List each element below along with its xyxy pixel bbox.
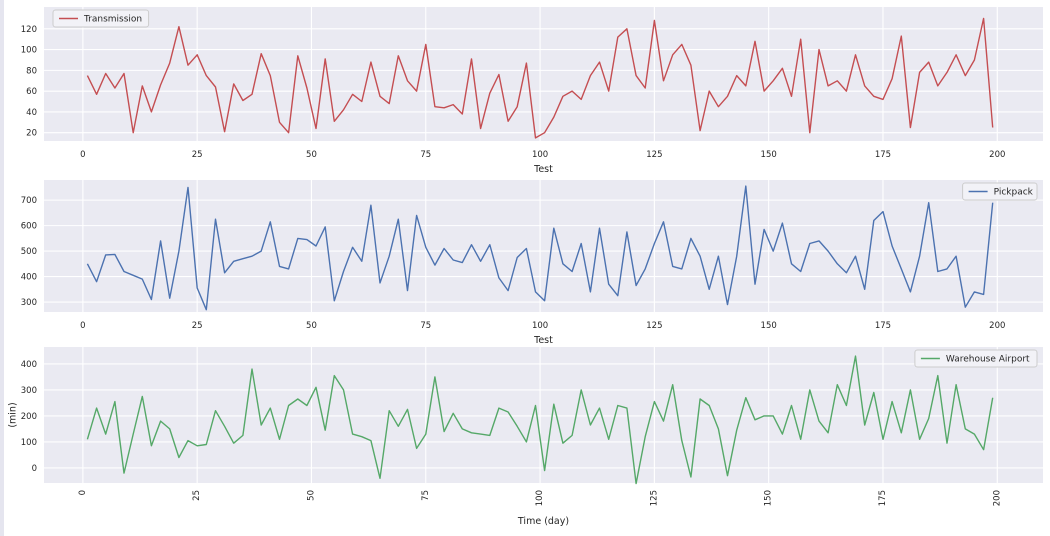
x-tick-label: 100: [535, 490, 545, 506]
x-tick-label: 100: [532, 321, 548, 331]
x-tick-label: 50: [306, 321, 317, 331]
x-tick-label: 25: [192, 150, 203, 160]
transmission-line: [86, 17, 994, 139]
y-tick-label: 300: [21, 298, 37, 308]
x-axis-label: Test: [533, 335, 553, 346]
legend-box: [914, 349, 1038, 368]
legend-pickpack: Pickpack: [962, 182, 1038, 201]
x-tick-label: 75: [421, 490, 431, 501]
x-axis-label: Time (day): [517, 516, 569, 527]
legend-label: Pickpack: [994, 188, 1034, 198]
y-tick-label: 400: [21, 360, 37, 370]
x-tick-label: 200: [989, 321, 1005, 331]
legend-warehouse-airport: Warehouse Airport: [914, 349, 1038, 368]
x-tick-label: 175: [878, 490, 888, 506]
x-tick-label: 175: [875, 321, 891, 331]
x-tick-label: 25: [192, 490, 202, 501]
plot-area: [44, 180, 1043, 312]
x-tick-label: 175: [875, 150, 891, 160]
y-tick-label: 0: [32, 464, 37, 474]
y-tick-label: 200: [21, 412, 37, 422]
transmission-chart: 20 40 60 80 100 120 0 25 50 75 100 125 150 175 200 Test…: [21, 7, 1043, 175]
x-tick-label: 0: [78, 490, 88, 495]
y-tick-label: 100: [21, 46, 37, 56]
y-tick-label: 400: [21, 273, 37, 283]
x-tick-label: 25: [192, 321, 203, 331]
y-tick-label: 120: [21, 25, 37, 35]
x-tick-label: 125: [646, 150, 662, 160]
y-tick-label: 20: [26, 129, 37, 139]
warehouse-airport-chart: 0 100 200 300 400 0 25 50 75 100 125 150 175 200 Time …: [8, 347, 1043, 527]
y-tick-label: 100: [21, 438, 37, 448]
x-tick-label: 125: [649, 490, 659, 506]
warehouse-airport-line: [86, 355, 994, 485]
y-tick-label: 60: [26, 87, 37, 97]
x-tick-label: 0: [80, 150, 85, 160]
y-tick-label: 500: [21, 247, 37, 257]
x-axis-label: Test: [533, 164, 553, 175]
y-tick-label: 80: [26, 66, 37, 76]
y-tick-label: 600: [21, 222, 37, 232]
legend-box: [962, 182, 1038, 201]
x-tick-label: 75: [420, 150, 431, 160]
x-tick-label: 125: [646, 321, 662, 331]
pickpack-chart: 300 400 500 600 700 0 25 50 75 100 125 150 175 200 Tes…: [21, 180, 1043, 346]
left-edge-strip: [0, 0, 4, 536]
x-tick-label: 150: [761, 321, 777, 331]
y-axis-label: (min): [8, 402, 19, 427]
legend-label: Transmission: [83, 15, 142, 25]
pickpack-line: [86, 185, 994, 311]
x-tick-label: 50: [306, 490, 316, 501]
x-tick-label: 200: [989, 150, 1005, 160]
x-tick-label: 150: [764, 490, 774, 506]
x-tick-label: 0: [80, 321, 85, 331]
x-tick-label: 200: [992, 490, 1002, 506]
x-tick-label: 150: [761, 150, 777, 160]
legend-label: Warehouse Airport: [946, 355, 1030, 365]
x-tick-label: 50: [306, 150, 317, 160]
y-tick-label: 700: [21, 196, 37, 206]
y-tick-label: 40: [26, 108, 37, 118]
x-tick-label: 75: [420, 321, 431, 331]
legend-box: [52, 9, 150, 28]
legend-transmission: Transmission: [52, 9, 150, 28]
y-tick-label: 300: [21, 386, 37, 396]
x-tick-label: 100: [532, 150, 548, 160]
